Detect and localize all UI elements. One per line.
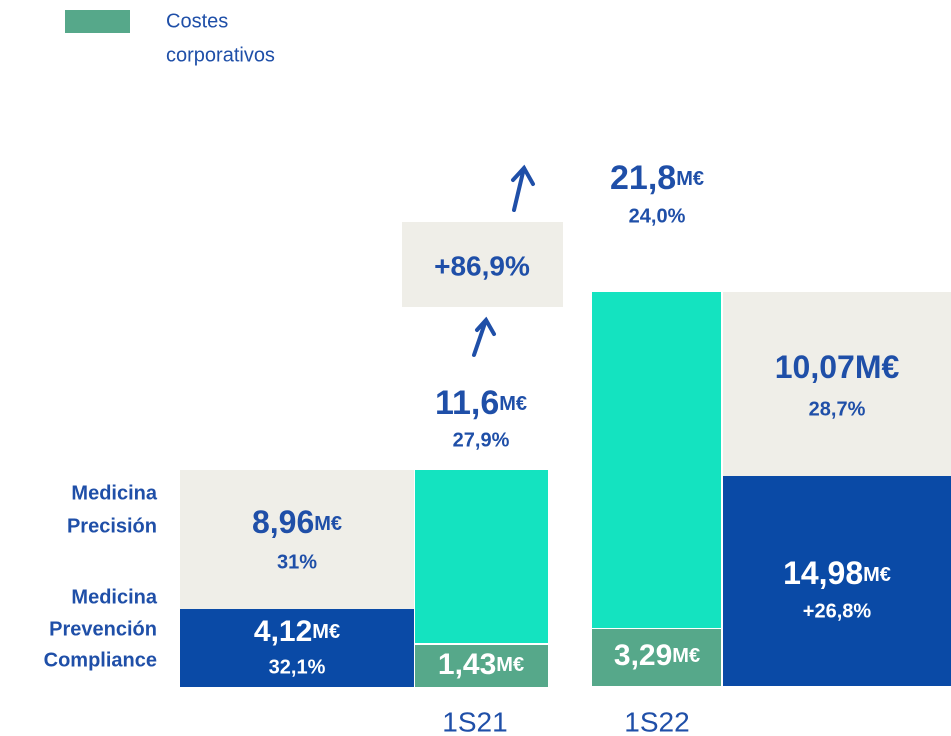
share-label: +26,8% bbox=[803, 600, 872, 622]
prevention-block bbox=[723, 476, 951, 686]
segment-label: Medicina bbox=[71, 482, 157, 504]
segment-label: Compliance bbox=[44, 649, 157, 671]
text-part: M€ bbox=[676, 168, 704, 190]
share-label: 28,7% bbox=[809, 398, 866, 420]
precision-block bbox=[180, 470, 414, 609]
text-part: M€ bbox=[863, 564, 891, 586]
corporate-block bbox=[415, 645, 548, 687]
legend-label: corporativos bbox=[166, 44, 275, 66]
value-label: 4,12M€ bbox=[254, 615, 340, 648]
text-part: 3,29 bbox=[614, 639, 672, 672]
growth-label: +86,9% bbox=[434, 250, 530, 281]
share-label: 31% bbox=[277, 551, 317, 573]
growth-box bbox=[402, 222, 563, 307]
text-part: 10,07 bbox=[775, 349, 855, 385]
segment-label: Medicina bbox=[71, 586, 157, 608]
value-label: 3,29M€ bbox=[614, 639, 700, 672]
text-part: M€ bbox=[499, 393, 527, 415]
text-part: M€ bbox=[855, 349, 900, 385]
text-part: 4,12 bbox=[254, 615, 312, 648]
text-part: M€ bbox=[672, 645, 700, 667]
value-label: 10,07M€ bbox=[775, 349, 900, 385]
value-label: 14,98M€ bbox=[783, 555, 891, 591]
prevention-block bbox=[180, 609, 414, 687]
value-label: 8,96M€ bbox=[252, 504, 342, 540]
text-part: 14,98 bbox=[783, 555, 863, 591]
share-label: 24,0% bbox=[629, 205, 686, 227]
text-part: 11,6 bbox=[435, 384, 499, 422]
period-label: 1S21 bbox=[442, 706, 507, 736]
total-label: 21,8M€ bbox=[610, 159, 704, 197]
bar bbox=[415, 470, 548, 643]
legend-label: Costes bbox=[166, 10, 228, 32]
text-part: M€ bbox=[312, 621, 340, 643]
text-part: 21,8 bbox=[610, 159, 676, 197]
segment-label: Precisión bbox=[67, 515, 157, 537]
text-part: 1,43 bbox=[438, 648, 496, 681]
share-label: 27,9% bbox=[453, 429, 510, 451]
corporate-block bbox=[592, 629, 721, 686]
text-part: 8,96 bbox=[252, 504, 314, 540]
share-label: 32,1% bbox=[269, 656, 326, 678]
arrow bbox=[511, 164, 535, 212]
precision-block bbox=[723, 292, 951, 476]
arrow bbox=[472, 316, 496, 357]
text-part: M€ bbox=[496, 654, 524, 676]
segment-label: Prevención bbox=[49, 618, 157, 640]
legend-swatch bbox=[65, 10, 130, 33]
bar bbox=[592, 292, 721, 628]
total-label: 11,6M€ bbox=[435, 384, 527, 422]
value-label: 1,43M€ bbox=[438, 648, 524, 681]
period-label: 1S22 bbox=[624, 706, 689, 736]
text-part: M€ bbox=[314, 513, 342, 535]
